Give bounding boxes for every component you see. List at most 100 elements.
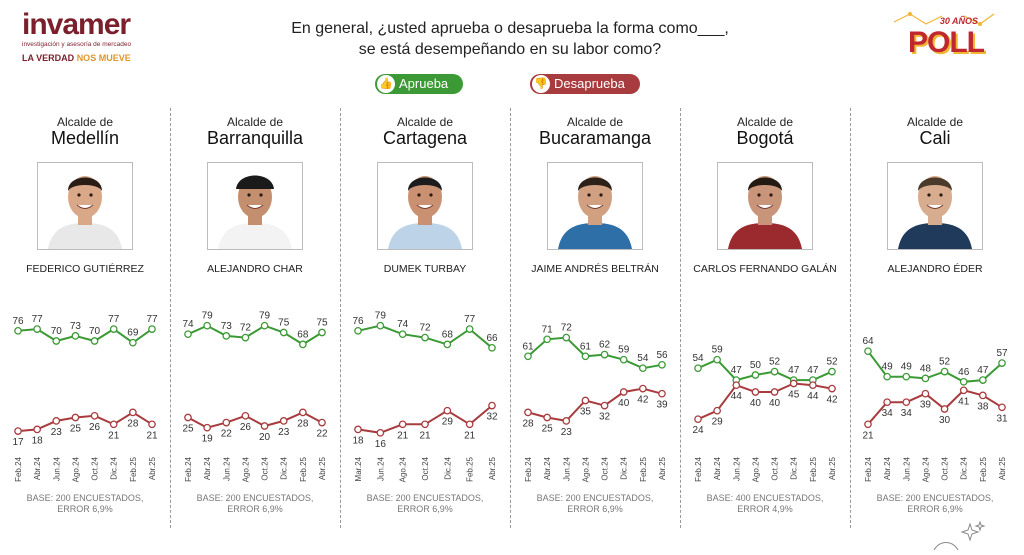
data-label: 44: [807, 391, 819, 402]
panel-divider: [850, 108, 851, 528]
data-label: 74: [397, 319, 409, 330]
legend-approve-label: Aprueba: [399, 76, 449, 91]
portrait-eye: [247, 193, 251, 197]
data-point: [940, 367, 949, 376]
data-label: 77: [108, 314, 120, 325]
data-point: [581, 396, 590, 405]
sparkle-decoration-icon: [933, 520, 986, 551]
panel-city: Bogotá: [736, 128, 794, 148]
data-label: 79: [375, 311, 387, 322]
data-point: [421, 420, 429, 429]
portrait-eye: [927, 193, 931, 197]
mayor-panel-cali: Alcalde de Cali ALEJANDRO ÉDER 64 49 49 48 5…: [850, 110, 1020, 530]
data-point: [828, 384, 836, 393]
panel-city: Medellín: [50, 128, 120, 148]
x-tick-label: Dic.24: [790, 456, 799, 479]
portrait-shoulders: [898, 223, 972, 249]
data-point: [109, 420, 118, 429]
data-label: 35: [580, 407, 592, 418]
x-tick-label: Ago.24: [241, 456, 250, 482]
data-point: [203, 423, 211, 432]
data-label: 21: [108, 430, 120, 441]
x-tick-label: Ago.24: [751, 456, 760, 482]
data-point: [864, 347, 872, 356]
panel-city: Cali: [919, 128, 951, 148]
question-line-1: En general, ¿usted aprueba o desaprueba …: [291, 20, 729, 37]
data-point: [921, 389, 930, 398]
x-tick-label: Jun.24: [902, 456, 911, 481]
data-label: 21: [397, 430, 409, 441]
data-label: 22: [316, 429, 328, 440]
data-label: 77: [32, 314, 44, 325]
x-tick-label: Mar.24: [354, 456, 363, 481]
data-label: 21: [862, 430, 874, 441]
data-label: 69: [127, 328, 139, 339]
data-label: 17: [12, 437, 24, 448]
x-tick-label: Feb.24: [184, 456, 193, 481]
data-label: 45: [788, 390, 800, 401]
panel-person: ALEJANDRO CHAR: [207, 263, 303, 275]
data-label: 46: [958, 367, 970, 378]
mayor-panel-barranquilla: Alcalde de Barranquilla ALEJANDRO CHAR 7…: [170, 110, 340, 530]
data-label: 30: [939, 415, 951, 426]
approval-line-chart: 74 79 73 72 79 75 68 75 25 19 22 26 20 23 28 22 Feb.24 Ab…: [182, 311, 328, 483]
x-tick-label: Feb.24: [14, 456, 23, 481]
data-label: 52: [826, 357, 838, 368]
x-tick-label: Feb.24: [864, 456, 873, 481]
panel-base-note: BASE: 400 ENCUESTADOS, ERROR 4,9%: [680, 493, 850, 515]
portrait-eye: [417, 193, 421, 197]
base-line-1: BASE: 200 ENCUESTADOS,: [366, 493, 484, 503]
data-label: 79: [259, 311, 271, 322]
x-tick-label: Abr.24: [203, 456, 212, 480]
data-point: [318, 418, 326, 427]
brand-logo: invamer investigación y asesoría de merc…: [22, 10, 152, 64]
data-label: 34: [901, 408, 913, 419]
data-point: [562, 333, 571, 342]
data-point: [279, 417, 288, 425]
data-point: [184, 413, 192, 422]
data-label: 73: [221, 321, 233, 332]
base-line-1: BASE: 400 ENCUESTADOS,: [706, 493, 824, 503]
brand-tagline: LA VERDAD NOS MUEVE: [22, 53, 152, 63]
portrait-illustration: [38, 163, 132, 249]
data-label: 75: [278, 318, 290, 329]
portrait-eye: [89, 193, 93, 197]
x-tick-label: Oct.24: [91, 456, 100, 480]
base-line-1: BASE: 200 ENCUESTADOS,: [536, 493, 654, 503]
data-label: 39: [656, 400, 668, 411]
mayor-panel-bogota: Alcalde de Bogotá CARLOS FERNANDO GALÁN …: [680, 110, 850, 530]
x-tick-label: Oct.24: [601, 456, 610, 480]
panel-base-note: BASE: 200 ENCUESTADOS, ERROR 6,9%: [340, 493, 510, 515]
data-point: [694, 415, 702, 424]
data-label: 32: [486, 412, 498, 423]
data-label: 52: [939, 357, 951, 368]
data-label: 68: [442, 329, 454, 340]
x-tick-label: Oct.24: [771, 456, 780, 480]
data-point: [940, 405, 949, 413]
panel-base-note: BASE: 200 ENCUESTADOS, ERROR 6,9%: [0, 493, 170, 515]
panel-city: Cartagena: [382, 128, 468, 148]
data-label: 18: [352, 435, 364, 446]
data-point: [465, 420, 474, 429]
legend-disapprove: 👎 Desaprueba: [530, 74, 640, 94]
x-tick-label: Jun.24: [376, 456, 385, 481]
data-point: [148, 325, 156, 333]
data-label: 71: [542, 324, 554, 335]
thumbs-up-icon: 👍: [377, 75, 395, 93]
portrait-smile: [586, 204, 604, 209]
data-point: [33, 325, 41, 333]
data-point: [809, 381, 817, 390]
data-point: [465, 325, 474, 333]
data-point: [90, 337, 99, 345]
mayor-portrait: [377, 162, 473, 250]
data-point: [524, 352, 532, 361]
data-label: 47: [807, 365, 819, 376]
approval-line-chart: 54 59 47 50 52 47 47 52 24 29 44 40 40 45 44 42 Feb.24 Ab…: [692, 345, 838, 483]
portrait-eye: [429, 193, 433, 197]
data-label: 66: [486, 333, 498, 344]
data-point: [639, 384, 647, 393]
data-label: 25: [182, 424, 194, 435]
data-point: [241, 333, 250, 342]
portrait-hair: [748, 177, 782, 191]
data-point: [260, 321, 269, 330]
